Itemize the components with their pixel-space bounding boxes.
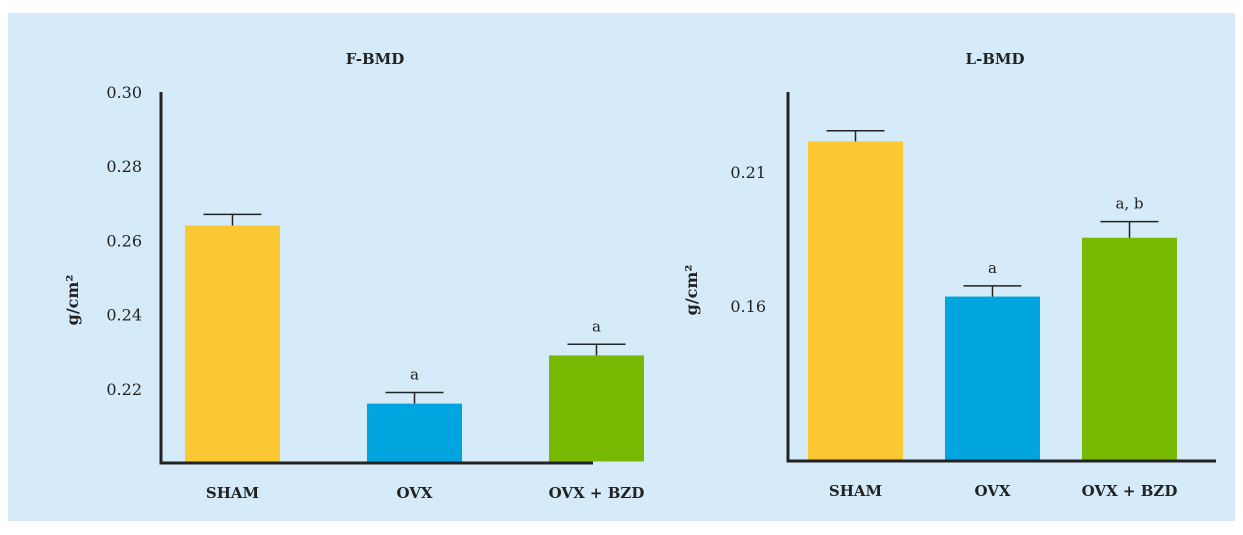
significance-label: a: [988, 259, 997, 277]
significance-label: a, b: [1115, 195, 1143, 213]
y-tick-label: 0.24: [106, 306, 142, 325]
chart-title: F-BMD: [346, 50, 405, 68]
x-tick-label: SHAM: [206, 484, 259, 502]
bar: [185, 225, 280, 462]
chart-f-bmd: F-BMD g/cm² 0.22 0.24 0.26 0.28 0.30 SHAM a OVX…: [63, 50, 644, 502]
significance-label: a: [592, 317, 601, 335]
bar: [367, 403, 462, 462]
bar: [945, 296, 1040, 460]
y-axis-label: g/cm²: [682, 265, 701, 316]
x-tick-label: OVX: [396, 484, 432, 502]
y-tick-label: 0.28: [106, 157, 142, 176]
y-axis-label: g/cm²: [63, 275, 82, 326]
x-tick-label: OVX + BZD: [1082, 482, 1178, 500]
bar: [808, 141, 903, 460]
y-tick-label: 0.22: [106, 380, 142, 399]
significance-label: a: [410, 366, 419, 384]
y-tick-label: 0.30: [106, 83, 142, 102]
bar: [1082, 237, 1177, 460]
bar: [549, 355, 644, 462]
y-tick-label: 0.16: [730, 297, 766, 316]
y-tick-label: 0.26: [106, 231, 142, 250]
chart-title: L-BMD: [965, 50, 1024, 68]
x-tick-label: OVX: [974, 482, 1010, 500]
x-tick-label: OVX + BZD: [549, 484, 645, 502]
y-tick-label: 0.21: [730, 163, 766, 182]
chart-l-bmd: L-BMD g/cm² 0.16 0.21 SHAM a OVX a, b OVX + BZ…: [682, 50, 1216, 500]
x-tick-label: SHAM: [829, 482, 882, 500]
